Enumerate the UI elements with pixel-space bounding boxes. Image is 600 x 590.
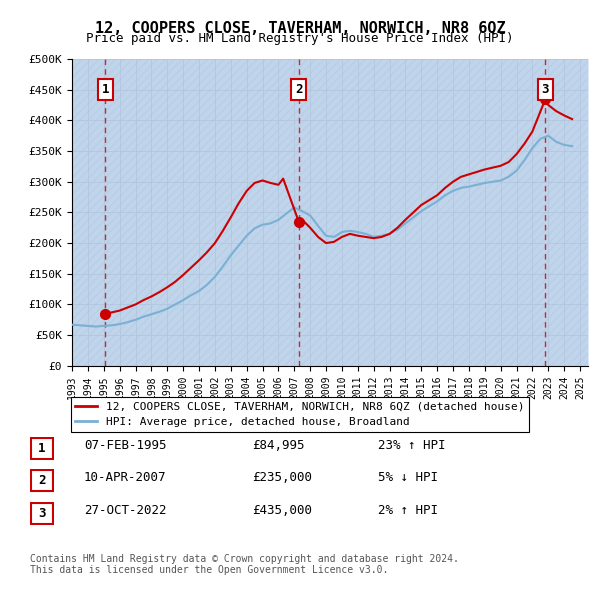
Text: Price paid vs. HM Land Registry's House Price Index (HPI): Price paid vs. HM Land Registry's House … xyxy=(86,32,514,45)
Text: 2: 2 xyxy=(295,83,302,96)
Text: Contains HM Land Registry data © Crown copyright and database right 2024.
This d: Contains HM Land Registry data © Crown c… xyxy=(30,553,459,575)
Text: 3: 3 xyxy=(38,507,46,520)
Text: 1: 1 xyxy=(101,83,109,96)
Text: 1: 1 xyxy=(38,442,46,455)
Text: 27-OCT-2022: 27-OCT-2022 xyxy=(84,504,167,517)
Text: 10-APR-2007: 10-APR-2007 xyxy=(84,471,167,484)
Text: 07-FEB-1995: 07-FEB-1995 xyxy=(84,439,167,452)
Text: 23% ↑ HPI: 23% ↑ HPI xyxy=(378,439,445,452)
Legend: 12, COOPERS CLOSE, TAVERHAM, NORWICH, NR8 6QZ (detached house), HPI: Average pri: 12, COOPERS CLOSE, TAVERHAM, NORWICH, NR… xyxy=(71,397,529,432)
Text: £435,000: £435,000 xyxy=(252,504,312,517)
Text: 2% ↑ HPI: 2% ↑ HPI xyxy=(378,504,438,517)
Text: £235,000: £235,000 xyxy=(252,471,312,484)
Text: 12, COOPERS CLOSE, TAVERHAM, NORWICH, NR8 6QZ: 12, COOPERS CLOSE, TAVERHAM, NORWICH, NR… xyxy=(95,21,505,35)
Text: 2: 2 xyxy=(38,474,46,487)
Text: £84,995: £84,995 xyxy=(252,439,305,452)
Text: 5% ↓ HPI: 5% ↓ HPI xyxy=(378,471,438,484)
Text: 3: 3 xyxy=(542,83,549,96)
